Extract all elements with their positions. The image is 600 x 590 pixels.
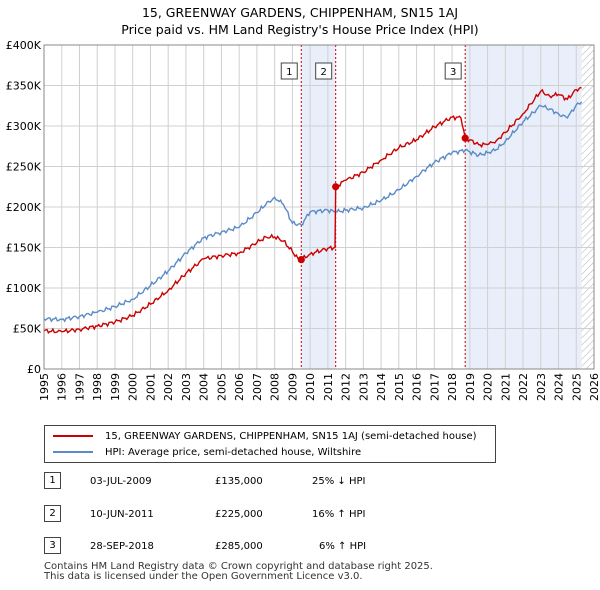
x-tick-label: 2016: [411, 373, 424, 401]
x-tick-label: 2021: [499, 373, 512, 401]
footer-attribution: Contains HM Land Registry data © Crown c…: [44, 562, 433, 582]
y-tick-label: £250K: [6, 161, 42, 174]
x-tick-label: 2005: [215, 373, 228, 401]
x-tick-label: 2014: [375, 373, 388, 401]
x-tick-label: 2008: [269, 373, 282, 401]
y-tick-label: £200K: [6, 201, 42, 214]
property-series-line: [43, 86, 582, 334]
y-tick-label: £350K: [6, 80, 42, 93]
x-tick-label: 1997: [73, 373, 86, 401]
sale-price: £225,000: [215, 509, 263, 520]
sale-number-label: 2: [320, 67, 326, 78]
sale-number-label: 3: [450, 67, 456, 78]
x-tick-label: 1996: [56, 373, 69, 401]
sale-marker-badge: 2: [44, 505, 61, 522]
y-tick-label: £400K: [6, 39, 42, 52]
sale-number-box: [280, 62, 298, 80]
legend-item-hpi: HPI: Average price, semi-detached house,…: [53, 445, 361, 461]
hpi-series-line: [43, 101, 583, 323]
chart-title-line1: 15, GREENWAY GARDENS, CHIPPENHAM, SN15 1…: [141, 5, 459, 20]
x-tick-label: 2009: [286, 373, 299, 401]
x-tick-label: 2024: [553, 373, 566, 401]
sale-date: 28-SEP-2018: [90, 541, 154, 552]
chart-legend: 15, GREENWAY GARDENS, CHIPPENHAM, SN15 1…: [44, 425, 496, 463]
sale-hpi-relation: 25% ↓ HPI: [312, 476, 366, 487]
x-tick-label: 2012: [340, 373, 353, 401]
x-tick-label: 1998: [91, 373, 104, 401]
sale-point: [297, 256, 305, 264]
x-tick-label: 2025: [570, 373, 583, 401]
legend-label-property: 15, GREENWAY GARDENS, CHIPPENHAM, SN15 1…: [105, 431, 477, 442]
plot-frame: [43, 44, 595, 370]
legend-swatch-property: [53, 435, 93, 437]
x-tick-label: 2007: [251, 373, 264, 401]
x-tick-label: 2001: [144, 373, 157, 401]
x-tick-label: 2019: [464, 373, 477, 401]
sale-price: £285,000: [215, 541, 263, 552]
x-tick-label: 2017: [428, 373, 441, 401]
sale-marker-badge: 3: [44, 537, 61, 554]
x-tick-label: 2023: [535, 373, 548, 401]
y-tick-label: £100K: [6, 282, 42, 295]
legend-item-property: 15, GREENWAY GARDENS, CHIPPENHAM, SN15 1…: [53, 429, 477, 445]
x-tick-label: 2013: [357, 373, 370, 401]
x-tick-label: 2022: [517, 373, 530, 401]
x-tick-label: 2000: [127, 373, 140, 401]
x-tick-label: 1999: [109, 373, 122, 401]
x-tick-label: 2020: [482, 373, 495, 401]
legend-label-hpi: HPI: Average price, semi-detached house,…: [105, 447, 362, 458]
x-tick-label: 2026: [588, 373, 600, 401]
x-tick-label: 1995: [38, 373, 51, 401]
x-tick-label: 2004: [198, 373, 211, 401]
price-chart: 1 2 3 £0 £50K £100K £150K £200K £250K £300K £350K…: [6, 39, 600, 401]
x-tick-label: 2003: [180, 373, 193, 401]
sale-number-label: 1: [286, 67, 292, 78]
sale-number-box: [444, 62, 462, 80]
sale-date: 10-JUN-2011: [90, 509, 154, 520]
sale-date: 03-JUL-2009: [90, 476, 152, 487]
y-tick-label: £300K: [6, 120, 42, 133]
y-tick-label: £150K: [6, 242, 42, 255]
x-tick-label: 2015: [393, 373, 406, 401]
x-tick-label: 2011: [322, 373, 335, 401]
sale-marker-badge: 1: [44, 472, 61, 489]
sale-point: [332, 183, 340, 191]
x-tick-label: 2006: [233, 373, 246, 401]
x-tick-label: 2002: [162, 373, 175, 401]
sale-number-box: [315, 62, 333, 80]
sale-point: [461, 134, 469, 142]
sale-hpi-relation: 16% ↑ HPI: [312, 509, 366, 520]
footer-line1: Contains HM Land Registry data © Crown c…: [44, 561, 433, 572]
x-tick-label: 2018: [446, 373, 459, 401]
legend-swatch-hpi: [53, 451, 93, 453]
sale-price: £135,000: [215, 476, 263, 487]
chart-title-line2: Price paid vs. HM Land Registry's House …: [121, 22, 479, 37]
x-tick-label: 2010: [304, 373, 317, 401]
y-tick-label: £0: [27, 363, 41, 376]
footer-line2: This data is licensed under the Open Gov…: [44, 571, 363, 582]
y-tick-label: £50K: [13, 323, 42, 336]
sale-hpi-relation: 6% ↑ HPI: [319, 541, 367, 552]
